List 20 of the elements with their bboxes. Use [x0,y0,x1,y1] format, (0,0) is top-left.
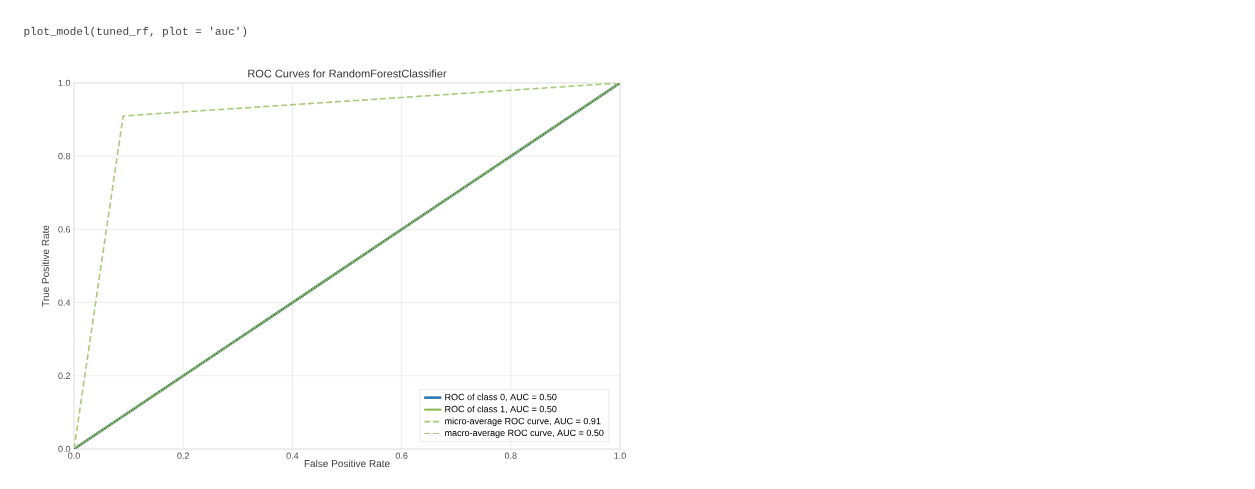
legend-label: micro-average ROC curve, AUC = 0.91 [445,417,601,427]
y-tick-label: 0.8 [58,153,71,160]
y-tick-label: 0.2 [58,372,71,379]
x-tick-label: 0.8 [504,452,517,459]
legend-label: macro-average ROC curve, AUC = 0.50 [445,429,604,438]
legend-label: ROC of class 0, AUC = 0.50 [445,393,557,402]
x-tick-label: 0.6 [395,452,408,459]
y-tick-label: 0.6 [58,226,71,233]
y-tick-label: 1.0 [58,79,71,87]
y-tick-label: 0.0 [58,445,71,453]
text: plot_model(tuned_rf, plot = 'auc') [24,26,247,38]
x-tick-label: 1.0 [614,452,626,459]
x-tick-label: 0.0 [68,452,80,459]
y-tick-label: 0.4 [58,299,71,306]
y-axis-title: True Positive Rate [41,225,50,307]
x-tick-label: 0.2 [177,452,190,459]
legend-label: ROC of class 1, AUC = 0.50 [445,405,557,414]
x-axis-title: False Positive Rate [304,459,390,468]
x-tick-label: 0.4 [286,452,299,459]
chart-title: ROC Curves for RandomForestClassifier [248,69,447,78]
